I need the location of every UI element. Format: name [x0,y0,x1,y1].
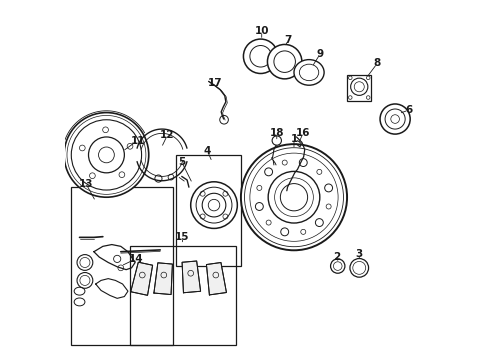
Circle shape [379,104,409,134]
Text: 4: 4 [203,146,211,156]
Circle shape [243,39,277,73]
Text: 3: 3 [355,248,362,258]
Text: 5: 5 [178,157,185,167]
Circle shape [330,259,344,273]
Text: 16: 16 [295,129,309,138]
Text: 8: 8 [373,58,380,68]
Circle shape [241,144,346,250]
Text: 13: 13 [79,179,93,189]
Circle shape [64,113,148,197]
Polygon shape [130,262,152,295]
Circle shape [77,273,93,288]
Text: 12: 12 [160,130,174,140]
Bar [70,187,172,345]
Polygon shape [182,261,200,293]
Bar [175,155,241,266]
Text: 11: 11 [130,136,144,145]
Text: 6: 6 [404,105,411,115]
Text: 9: 9 [316,49,323,59]
Circle shape [267,44,301,79]
Text: 17: 17 [207,78,222,88]
Circle shape [77,255,93,270]
Ellipse shape [293,60,324,85]
Text: 7: 7 [284,35,291,45]
Text: 10: 10 [254,26,268,36]
Text: 18: 18 [269,129,284,138]
Circle shape [349,258,368,277]
Text: 2: 2 [332,252,340,262]
Circle shape [190,182,237,228]
Text: 1: 1 [290,134,297,144]
Polygon shape [154,263,172,294]
Bar [346,75,371,101]
Text: 14: 14 [128,254,143,264]
Text: 15: 15 [175,232,189,242]
Bar [129,246,235,345]
Polygon shape [206,262,226,295]
